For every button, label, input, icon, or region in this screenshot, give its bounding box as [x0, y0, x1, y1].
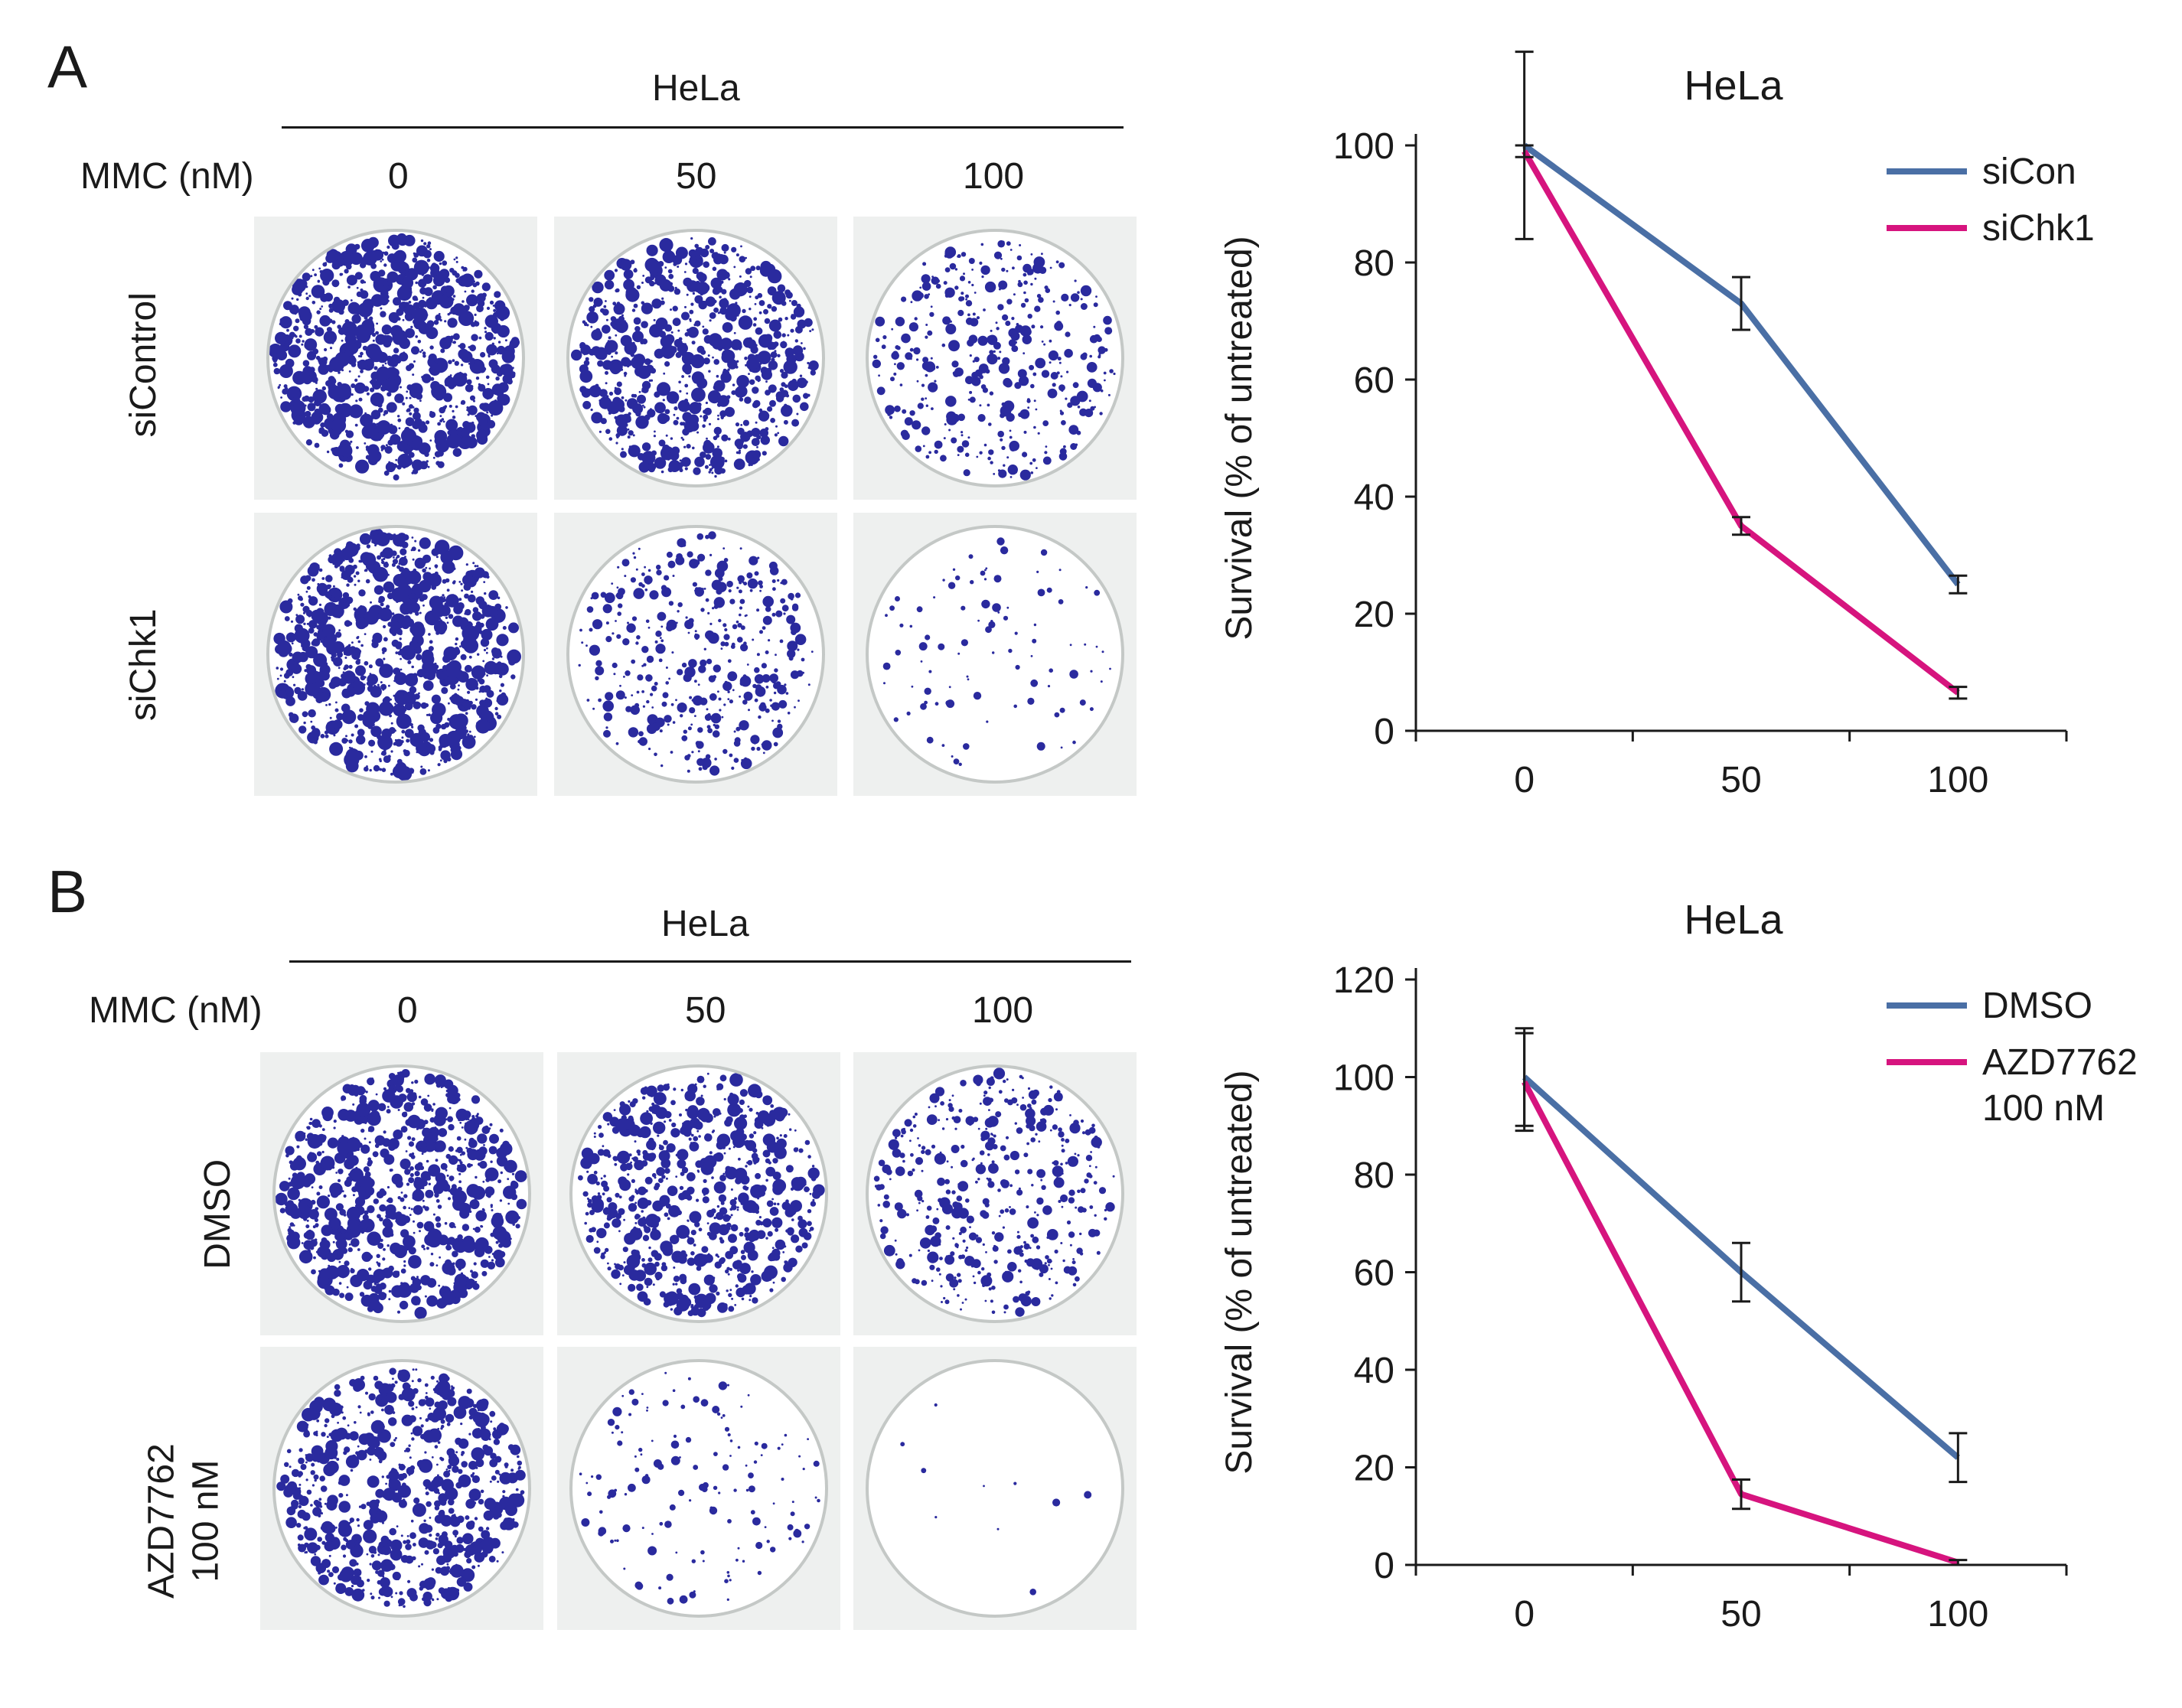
dose-label-100: 100 — [972, 990, 1034, 1031]
y-tick-label: 0 — [1374, 1546, 1394, 1586]
plate-well — [853, 217, 1137, 500]
y-tick-label: 100 — [1333, 1058, 1394, 1099]
series-line-1 — [1522, 149, 1960, 696]
cell-line-header: HeLa — [661, 904, 749, 944]
dose-label-0: 0 — [397, 990, 418, 1031]
colony-dish — [266, 525, 525, 784]
plate-well — [557, 1052, 840, 1335]
dose-label-50: 50 — [676, 156, 717, 197]
colony-dish — [272, 1064, 531, 1323]
y-tick-label: 120 — [1333, 960, 1394, 1001]
header-rule — [289, 960, 1131, 963]
y-tick-label: 80 — [1354, 243, 1394, 284]
plate-well — [557, 1347, 840, 1630]
x-tick-label: 50 — [1720, 1594, 1761, 1635]
x-tick-label: 0 — [1514, 760, 1535, 800]
colony-dish — [866, 229, 1124, 487]
plate-well — [853, 1347, 1137, 1630]
legend-label: DMSO — [1982, 986, 2092, 1026]
header-rule — [282, 126, 1124, 129]
legend-label: 100 nM — [1982, 1088, 2105, 1129]
panel-b: B HeLa MMC (nM) 0 50 100 DMSO AZD7762 100… — [0, 834, 2182, 1688]
plate-well — [853, 1052, 1137, 1335]
panel-a: A HeLa MMC (nM) 0 50 100 siControl siChk… — [47, 33, 2095, 800]
dose-label-100: 100 — [963, 156, 1025, 197]
y-tick-label: 40 — [1354, 478, 1394, 518]
row-label-sicontrol: siControl — [123, 292, 165, 438]
colony-dish — [866, 1064, 1124, 1323]
x-tick-label: 100 — [1927, 760, 1988, 800]
plate-well — [554, 513, 837, 796]
plate-well — [254, 217, 537, 500]
mmc-label: MMC (nM) — [89, 990, 263, 1031]
chart-title: HeLa — [1684, 897, 1783, 943]
colony-dish — [866, 525, 1124, 784]
x-tick-label: 0 — [1514, 1594, 1535, 1635]
panel-letter: B — [47, 858, 88, 925]
y-axis-label: Survival (% of untreated) — [1219, 1070, 1260, 1474]
y-tick-label: 20 — [1354, 595, 1394, 635]
colony-dish — [272, 1359, 531, 1618]
y-axis-label: Survival (% of untreated) — [1219, 236, 1260, 640]
y-tick-label: 60 — [1354, 360, 1394, 401]
colony-dish — [266, 229, 525, 487]
legend-label: siChk1 — [1982, 208, 2095, 249]
x-tick-label: 100 — [1927, 1594, 1988, 1635]
cell-line-header: HeLa — [652, 68, 740, 109]
y-tick-label: 0 — [1374, 712, 1394, 752]
colony-dish — [566, 229, 825, 487]
dose-label-50: 50 — [685, 990, 726, 1031]
row-label-azd7762: AZD7762 100 nM — [141, 1443, 226, 1599]
legend-label: AZD7762 — [1982, 1042, 2138, 1083]
x-tick-label: 50 — [1720, 760, 1761, 800]
y-tick-label: 40 — [1354, 1351, 1394, 1391]
plate-well — [254, 513, 537, 796]
colony-dish — [569, 1064, 828, 1323]
y-tick-label: 80 — [1354, 1156, 1394, 1196]
row-label-dmso: DMSO — [197, 1159, 239, 1270]
legend-label: siCon — [1982, 152, 2076, 192]
plate-well — [853, 513, 1137, 796]
chart-title: HeLa — [1684, 63, 1783, 109]
colony-dish — [566, 525, 825, 784]
survival-chart-a: HeLa020406080100050100MMC (nM)Survival (… — [1219, 51, 2095, 800]
panel-letter: A — [47, 33, 88, 100]
dose-label-0: 0 — [388, 156, 409, 197]
row-label-sichk1: siChk1 — [123, 608, 165, 722]
plate-well — [260, 1347, 543, 1630]
colony-dish — [569, 1359, 828, 1618]
y-tick-label: 100 — [1333, 126, 1394, 167]
plate-well — [554, 217, 837, 500]
plate-well — [260, 1052, 543, 1335]
y-tick-label: 20 — [1354, 1449, 1394, 1489]
colony-dish — [866, 1359, 1124, 1618]
survival-chart-b: HeLa020406080100120050100MMC (nM)Surviva… — [1219, 897, 2138, 1635]
mmc-label: MMC (nM) — [80, 156, 254, 197]
y-tick-label: 60 — [1354, 1253, 1394, 1294]
